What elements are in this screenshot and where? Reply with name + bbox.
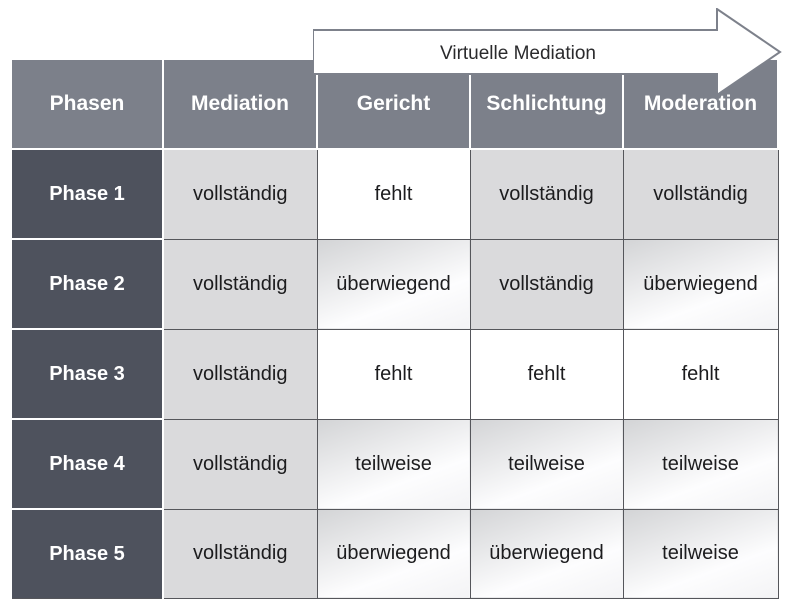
table-cell: fehlt	[316, 328, 471, 420]
table-cell: überwiegend	[469, 508, 624, 599]
table-cell: fehlt	[469, 328, 624, 420]
column-header-phasen: Phasen	[10, 58, 164, 150]
table-cell: vollständig	[162, 238, 318, 330]
table-cell: teilweise	[469, 418, 624, 510]
table-cell: vollständig	[162, 418, 318, 510]
table-cell: teilweise	[622, 508, 779, 599]
virtuelle-mediation-arrow: Virtuelle Mediation	[313, 8, 782, 97]
table-row-phase-1: Phase 1 vollständig fehlt vollständig vo…	[10, 148, 779, 240]
table-cell: vollständig	[162, 148, 318, 240]
table-cell: überwiegend	[316, 508, 471, 599]
row-header-phase-5: Phase 5	[10, 508, 164, 599]
table-row-phase-5: Phase 5 vollständig überwiegend überwieg…	[10, 508, 779, 599]
row-header-phase-4: Phase 4	[10, 418, 164, 510]
table-cell: überwiegend	[316, 238, 471, 330]
table-row-phase-3: Phase 3 vollständig fehlt fehlt fehlt	[10, 328, 779, 420]
column-header-mediation: Mediation	[162, 58, 318, 150]
table-cell: fehlt	[316, 148, 471, 240]
table-cell: vollständig	[469, 148, 624, 240]
table-row-phase-2: Phase 2 vollständig überwiegend vollstän…	[10, 238, 779, 330]
table-cell: vollständig	[622, 148, 779, 240]
mediation-phases-table: Phasen Mediation Gericht Schlichtung Mod…	[10, 58, 779, 599]
row-header-phase-1: Phase 1	[10, 148, 164, 240]
table-cell: vollständig	[162, 328, 318, 420]
table-cell: fehlt	[622, 328, 779, 420]
row-header-phase-2: Phase 2	[10, 238, 164, 330]
arrow-label: Virtuelle Mediation	[440, 43, 596, 64]
table-cell: überwiegend	[622, 238, 779, 330]
table-row-phase-4: Phase 4 vollständig teilweise teilweise …	[10, 418, 779, 510]
table-cell: teilweise	[316, 418, 471, 510]
table-cell: vollständig	[162, 508, 318, 599]
table-cell: teilweise	[622, 418, 779, 510]
row-header-phase-3: Phase 3	[10, 328, 164, 420]
table-cell: vollständig	[469, 238, 624, 330]
right-arrow-shape	[313, 8, 782, 97]
